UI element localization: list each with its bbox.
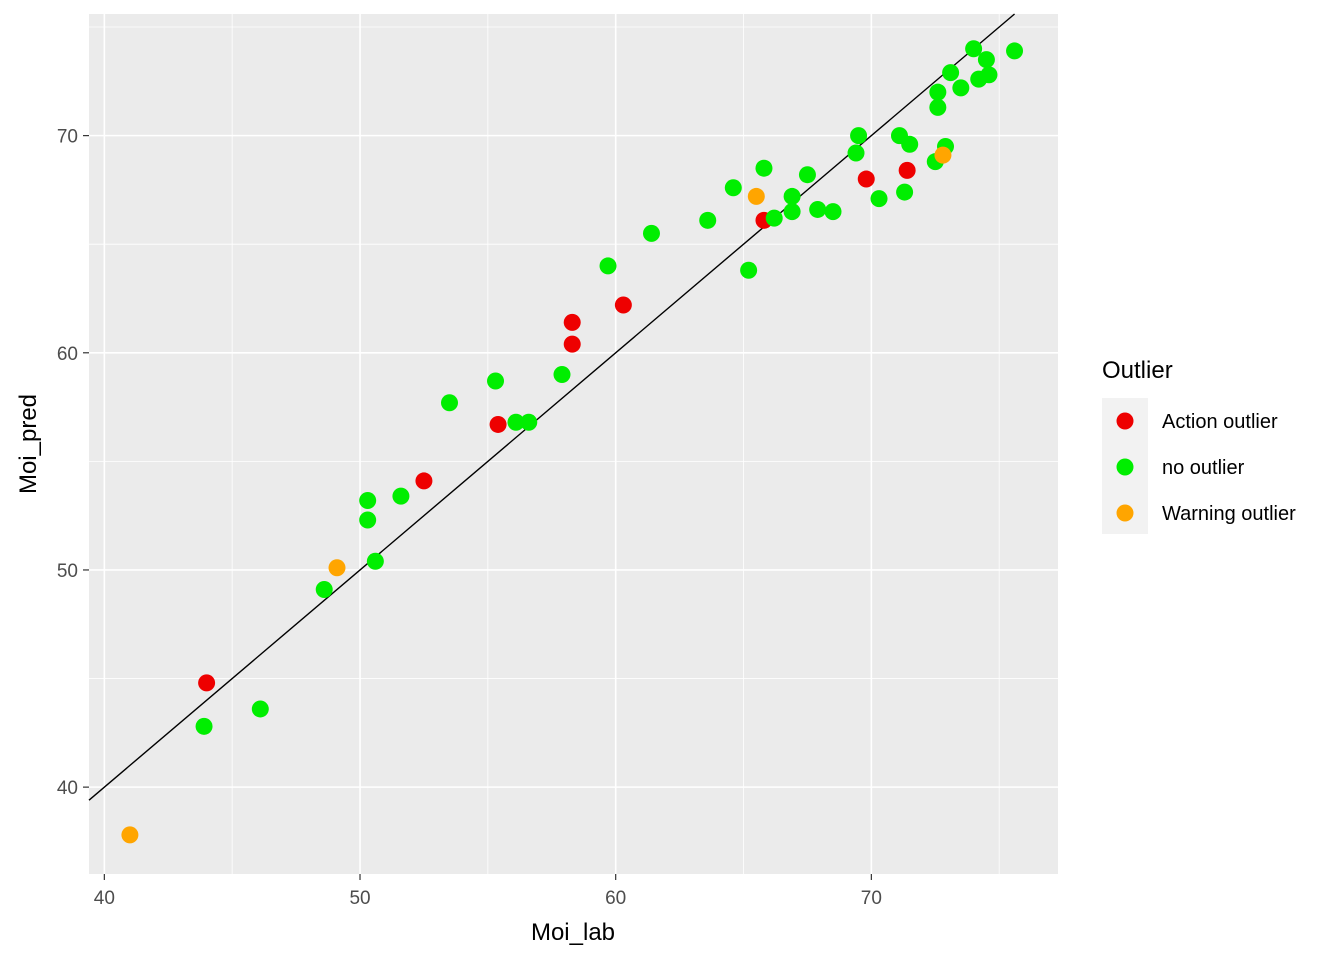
legend-title: Outlier (1102, 357, 1173, 384)
data-point-no-outlier (765, 209, 783, 227)
data-point-action-outlier (898, 161, 916, 179)
data-point-no-outlier (195, 717, 213, 735)
data-point-no-outlier (896, 183, 914, 201)
data-point-no-outlier (847, 144, 865, 162)
data-point-no-outlier (251, 700, 269, 718)
data-point-action-outlier (198, 674, 216, 692)
reference-line-group (88, 13, 1015, 801)
y-tick-label: 40 (57, 778, 78, 799)
data-point-no-outlier (942, 64, 960, 82)
x-tick-label: 40 (94, 888, 115, 909)
axis-ticks (83, 135, 872, 880)
legend-entries: Action outlier no outlier Warning outlier (1116, 411, 1296, 525)
legend-key (1116, 412, 1134, 430)
data-point-no-outlier (724, 179, 742, 197)
data-point-no-outlier (392, 487, 410, 505)
data-point-no-outlier (740, 261, 758, 279)
data-point-no-outlier (929, 98, 947, 116)
data-point-no-outlier (1006, 42, 1024, 60)
data-point-no-outlier (315, 581, 333, 599)
x-tick-label: 60 (605, 888, 626, 909)
legend-key (1116, 458, 1134, 476)
legend-label: Warning outlier (1162, 503, 1296, 525)
x-tick-label: 50 (349, 888, 370, 909)
data-point-action-outlier (489, 415, 507, 433)
major-gridlines (89, 14, 1058, 874)
data-point-no-outlier (440, 394, 458, 412)
data-point-no-outlier (487, 372, 505, 390)
data-point-no-outlier (952, 79, 970, 97)
data-point-action-outlier (614, 296, 632, 314)
data-point-warning-outlier (934, 146, 952, 164)
data-point-warning-outlier (328, 559, 346, 577)
legend-label: no outlier (1162, 457, 1245, 479)
legend-label: Action outlier (1162, 411, 1278, 433)
data-point-action-outlier (415, 472, 433, 490)
data-point-no-outlier (824, 203, 842, 221)
data-point-no-outlier (809, 200, 827, 218)
data-points (121, 40, 1024, 844)
data-point-no-outlier (850, 127, 868, 145)
y-tick-label: 50 (57, 561, 78, 582)
data-point-no-outlier (366, 552, 384, 570)
data-point-no-outlier (359, 511, 377, 529)
data-point-no-outlier (870, 190, 888, 208)
data-point-no-outlier (359, 491, 377, 509)
data-point-no-outlier (642, 224, 660, 242)
y-axis-title: Moi_pred (15, 394, 42, 494)
axis-tick-labels: 40 50 60 70 40 50 60 70 (57, 127, 882, 909)
data-point-no-outlier (553, 366, 571, 384)
data-point-no-outlier (901, 135, 919, 153)
data-point-no-outlier (783, 203, 801, 221)
x-axis-title: Moi_lab (531, 919, 615, 946)
legend: Outlier Action outlier no outlier Warning … (1102, 357, 1296, 534)
y-tick-label: 60 (57, 344, 78, 365)
data-point-action-outlier (563, 313, 581, 331)
data-point-warning-outlier (747, 187, 765, 205)
data-point-no-outlier (977, 51, 995, 69)
plot-panel (89, 14, 1058, 874)
data-point-no-outlier (507, 413, 525, 431)
data-point-no-outlier (965, 40, 983, 58)
data-point-no-outlier (520, 413, 538, 431)
data-point-no-outlier (599, 257, 617, 275)
data-point-no-outlier (980, 66, 998, 84)
minor-gridlines (89, 14, 1058, 874)
data-point-action-outlier (857, 170, 875, 188)
y-tick-label: 70 (57, 127, 78, 148)
data-point-no-outlier (798, 166, 816, 184)
legend-key (1116, 504, 1134, 522)
data-point-warning-outlier (121, 826, 139, 844)
data-point-action-outlier (563, 335, 581, 353)
data-point-no-outlier (699, 211, 717, 229)
data-point-no-outlier (755, 159, 773, 177)
data-point-no-outlier (929, 83, 947, 101)
data-point-no-outlier (783, 187, 801, 205)
x-tick-label: 70 (861, 888, 882, 909)
reference-line (88, 13, 1015, 801)
